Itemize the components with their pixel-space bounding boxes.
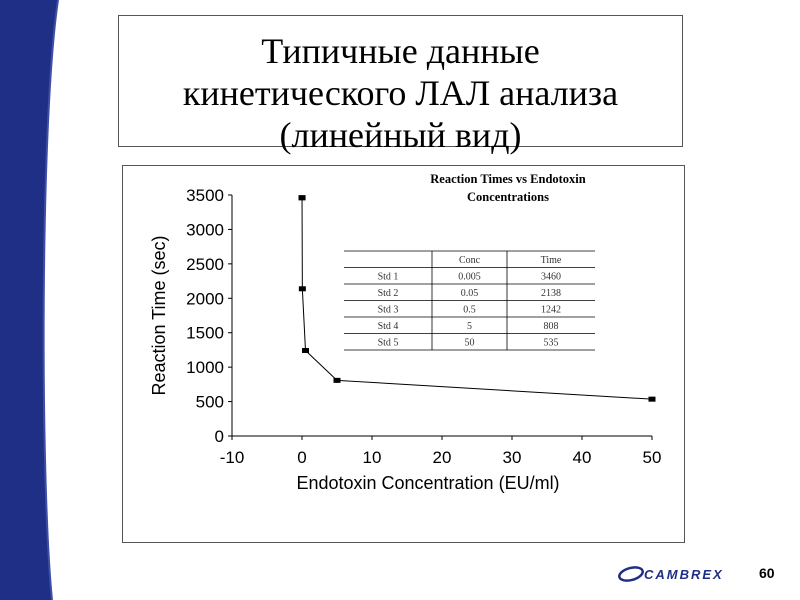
table-header-cell: Time xyxy=(541,255,562,266)
chart-title-line: Reaction Times vs Endotoxin xyxy=(430,172,586,186)
y-tick-label: 3500 xyxy=(186,186,224,205)
table-cell: Std 5 xyxy=(378,338,399,349)
logo-text: CAMBREX xyxy=(644,567,724,582)
y-axis-label: Reaction Time (sec) xyxy=(149,235,169,395)
slide-title: Типичные данные кинетического ЛАЛ анализ… xyxy=(119,30,682,156)
table-cell: 0.005 xyxy=(458,272,481,283)
table-header-cell: Conc xyxy=(459,255,481,266)
table-cell: 50 xyxy=(465,338,475,349)
chart: 0 500 1000 1500 2000 2500 3000 3500 -10 0 10 20 30 40… xyxy=(149,172,662,493)
x-tick-label: 50 xyxy=(643,448,662,467)
table-cell: 0.5 xyxy=(463,305,476,316)
data-point xyxy=(648,396,656,402)
y-tick-label: 500 xyxy=(196,393,224,412)
title-box: Типичные данные кинетического ЛАЛ анализ… xyxy=(118,15,683,155)
table-cell: 1242 xyxy=(541,305,561,316)
slide-title-line-1: Типичные данные xyxy=(261,31,540,71)
data-point xyxy=(302,347,309,353)
chart-title-line: Concentrations xyxy=(467,190,549,204)
slide-number: 60 xyxy=(759,565,775,581)
table-cell: 2138 xyxy=(541,288,561,299)
table-cell: Std 4 xyxy=(378,321,399,332)
table-cell: 3460 xyxy=(541,272,561,283)
y-tick-label: 0 xyxy=(215,427,224,446)
table-cell: 808 xyxy=(544,321,559,332)
x-axis-label: Endotoxin Concentration (EU/ml) xyxy=(296,473,559,493)
x-tick-label: 10 xyxy=(363,448,382,467)
table-cell: Std 2 xyxy=(378,288,399,299)
y-tick-label: 2500 xyxy=(186,255,224,274)
table-cell: 0.05 xyxy=(461,288,479,299)
table-cell: Std 3 xyxy=(378,305,399,316)
x-tick-label: -10 xyxy=(220,448,245,467)
x-tick-label: 20 xyxy=(433,448,452,467)
data-point xyxy=(298,286,306,292)
data-point xyxy=(298,195,306,201)
y-tick-label: 1000 xyxy=(186,358,224,377)
chart-frame: 0 500 1000 1500 2000 2500 3000 3500 -10 0 10 20 30 40… xyxy=(122,165,685,543)
x-tick-label: 30 xyxy=(503,448,522,467)
y-tick-label: 2000 xyxy=(186,289,224,308)
x-tick-label: 40 xyxy=(573,448,592,467)
data-point xyxy=(333,377,341,383)
table-cell: Std 1 xyxy=(378,272,399,283)
table-cell: 535 xyxy=(544,338,559,349)
y-tick-label: 3000 xyxy=(186,220,224,239)
x-tick-label: 0 xyxy=(297,448,306,467)
table-cell: 5 xyxy=(467,321,472,332)
y-tick-label: 1500 xyxy=(186,324,224,343)
cambrex-logo: CAMBREX xyxy=(618,566,724,582)
slide-title-line-2: кинетического ЛАЛ анализа xyxy=(182,73,619,113)
slide-title-line-3: (линейный вид) xyxy=(279,115,522,155)
